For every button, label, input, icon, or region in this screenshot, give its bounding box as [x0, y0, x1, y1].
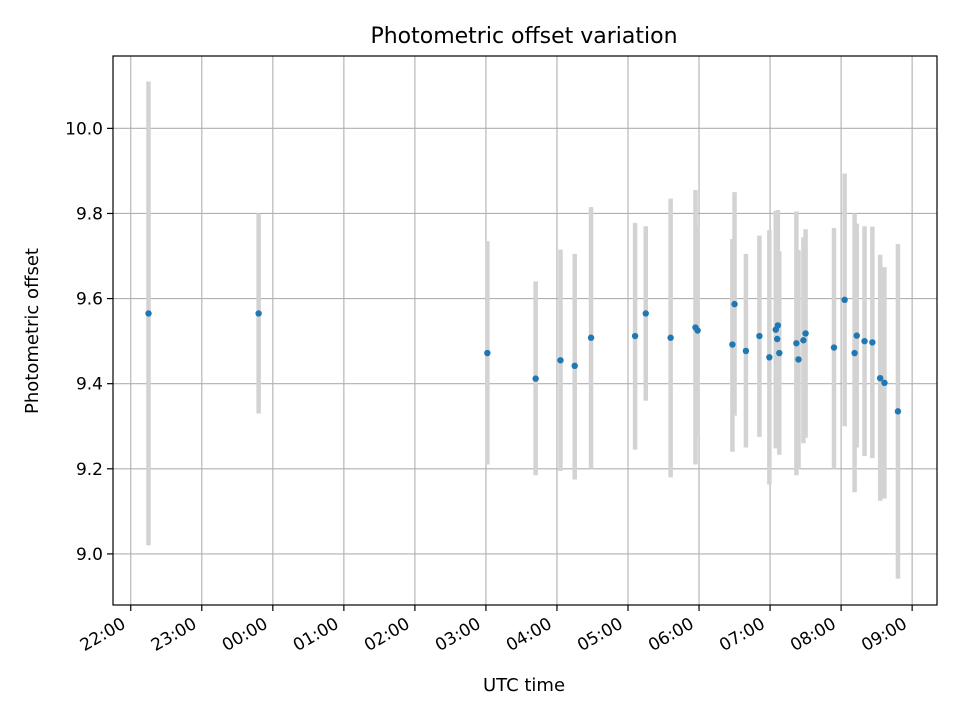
x-tick-label: 01:00 [290, 614, 342, 656]
data-point [731, 300, 738, 308]
data-point [667, 334, 674, 341]
data-point [742, 347, 750, 355]
grid [113, 56, 937, 605]
data-point [571, 362, 578, 370]
x-tick-label: 22:00 [77, 614, 129, 656]
data-point [869, 339, 876, 346]
data-point [255, 310, 262, 317]
y-tick-label: 9.2 [76, 460, 103, 480]
x-tick-label: 03:00 [432, 614, 484, 656]
data-point [773, 335, 781, 343]
data-point [876, 374, 884, 382]
x-tick-label: 04:00 [503, 614, 555, 656]
y-tick-label: 9.6 [76, 290, 103, 310]
data-point [557, 357, 564, 364]
data-point [851, 349, 858, 357]
data-point [793, 340, 800, 347]
y-tick-label: 10.0 [65, 119, 103, 139]
plot-frame [112, 55, 938, 606]
y-axis-label: Photometric offset [22, 248, 43, 414]
x-tick-label: 08:00 [787, 614, 839, 656]
data-point [729, 341, 736, 348]
x-axis-ticks: 22:00 23:00 00:00 01:00 02:00 03:00 04:00 05:00… [77, 605, 913, 656]
data-point [841, 296, 848, 304]
data-point [795, 356, 802, 363]
chart-title: Photometric offset variation [370, 24, 677, 49]
data-point [766, 354, 773, 361]
x-tick-label: 00:00 [219, 614, 271, 656]
data-point [484, 349, 491, 357]
data-point [853, 332, 860, 339]
data-point [774, 322, 782, 329]
error-bars [146, 81, 901, 579]
data-point [802, 330, 809, 337]
x-tick-label: 09:00 [858, 614, 910, 656]
x-axis-label: UTC time [483, 675, 565, 696]
data-point [587, 334, 595, 341]
y-tick-label: 9.8 [76, 204, 103, 224]
data-points [145, 296, 902, 415]
data-point [894, 408, 902, 415]
data-point [694, 327, 701, 334]
x-tick-label: 05:00 [574, 614, 626, 656]
y-axis-ticks: 9.0 9.2 9.4 9.6 9.8 10.0 [65, 119, 113, 565]
data-point [532, 375, 539, 382]
x-tick-label: 23:00 [148, 614, 200, 656]
data-point [861, 337, 868, 345]
data-point [756, 332, 763, 340]
x-tick-label: 02:00 [361, 614, 413, 656]
data-point [631, 332, 639, 340]
data-point [800, 337, 807, 344]
data-point [145, 310, 152, 317]
y-tick-label: 9.4 [76, 375, 103, 395]
data-point [642, 310, 649, 317]
x-tick-label: 07:00 [716, 614, 768, 656]
data-point [881, 379, 888, 387]
data-point [776, 349, 783, 357]
x-tick-label: 06:00 [645, 614, 697, 656]
data-point [830, 344, 838, 351]
y-tick-label: 9.0 [76, 545, 103, 565]
